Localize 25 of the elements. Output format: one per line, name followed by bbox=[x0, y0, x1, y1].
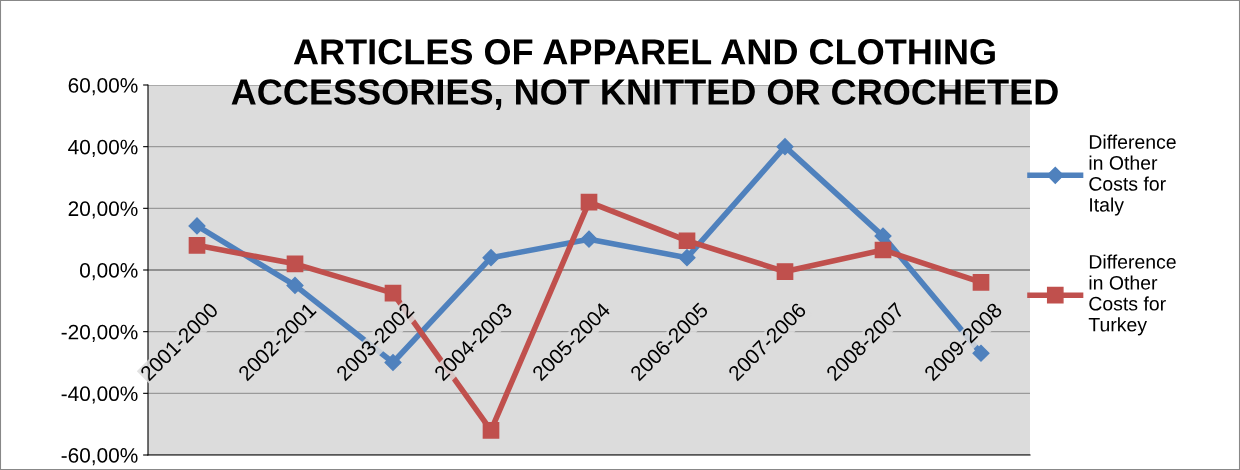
chart-title: ARTICLES OF APPAREL AND CLOTHING ACCESSORIES, NOT KNITTED OR CROCHETED bbox=[231, 39, 1058, 111]
point bbox=[678, 232, 696, 250]
point bbox=[286, 276, 304, 294]
point bbox=[678, 249, 696, 267]
y-tick-label: -40,00% bbox=[61, 386, 138, 404]
y-tick-label: 60,00% bbox=[68, 78, 138, 96]
point bbox=[580, 230, 598, 248]
y-tick-label: 40,00% bbox=[68, 139, 138, 157]
y-tick-label: 0,00% bbox=[80, 263, 138, 281]
point bbox=[188, 217, 206, 235]
legend-label: Difference in Other Costs for Italy bbox=[1089, 134, 1176, 216]
point bbox=[580, 193, 598, 211]
point bbox=[482, 249, 500, 267]
point bbox=[188, 236, 206, 254]
point bbox=[286, 255, 304, 273]
point bbox=[482, 421, 500, 439]
y-tick-label: 20,00% bbox=[68, 201, 138, 219]
point bbox=[776, 263, 794, 280]
y-tick-label: -20,00% bbox=[61, 324, 138, 342]
point bbox=[776, 138, 794, 156]
legend-label: Difference in Other Costs for Turkey bbox=[1088, 254, 1176, 336]
point bbox=[384, 284, 402, 302]
point bbox=[874, 241, 892, 259]
y-tick-label: -60,00% bbox=[61, 448, 138, 466]
point bbox=[972, 273, 990, 291]
